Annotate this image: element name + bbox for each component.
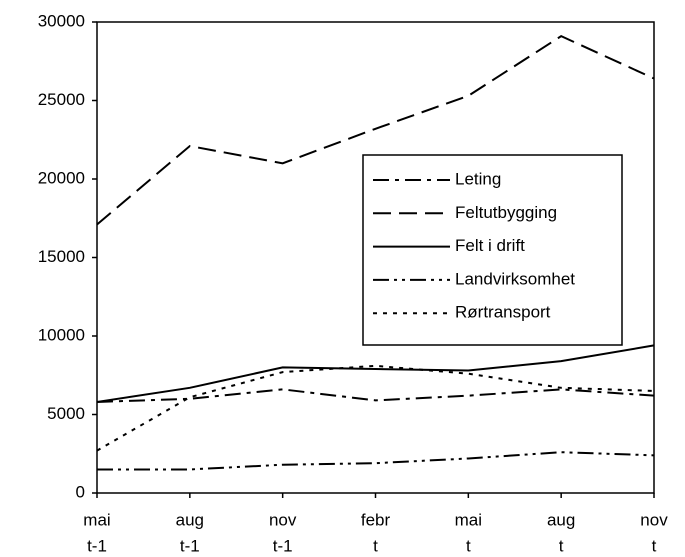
y-tick-label: 25000: [38, 90, 85, 109]
x-tick-label: t-1: [180, 536, 200, 555]
x-tick-label: febr: [361, 510, 391, 529]
legend-label: Felt i drift: [455, 236, 525, 255]
series-line: [96, 364, 655, 452]
x-tick-label: t: [559, 536, 564, 555]
series-line: [96, 344, 655, 403]
series-line: [96, 34, 655, 226]
x-tick-label: t: [652, 536, 657, 555]
legend-label: Leting: [455, 169, 501, 188]
series-line: [96, 388, 655, 403]
x-tick-label: mai: [83, 510, 110, 529]
y-tick-label: 15000: [38, 247, 85, 266]
y-tick-label: 10000: [38, 325, 85, 344]
x-tick-label: nov: [640, 510, 668, 529]
legend-label: Rørtransport: [455, 303, 551, 322]
x-tick-label: aug: [547, 510, 575, 529]
x-tick-label: mai: [455, 510, 482, 529]
y-tick-label: 20000: [38, 168, 85, 187]
x-tick-label: t: [373, 536, 378, 555]
y-tick-label: 5000: [47, 404, 85, 423]
x-tick-label: t-1: [273, 536, 293, 555]
legend-label: Landvirksomhet: [455, 269, 575, 288]
x-tick-label: aug: [176, 510, 204, 529]
x-tick-label: t: [466, 536, 471, 555]
series-line: [97, 451, 655, 471]
legend-label: Feltutbygging: [455, 203, 557, 222]
y-tick-label: 30000: [38, 11, 85, 30]
y-tick-label: 0: [76, 482, 85, 501]
x-tick-label: t-1: [87, 536, 107, 555]
x-tick-label: nov: [269, 510, 297, 529]
